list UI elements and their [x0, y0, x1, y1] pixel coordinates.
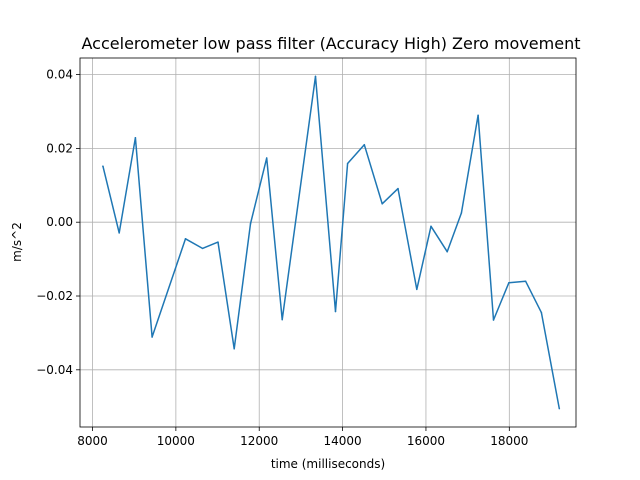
- data-point: [558, 407, 561, 410]
- y-tick-label: 0.00: [46, 215, 73, 229]
- plot-frame: [79, 57, 577, 428]
- data-point: [184, 238, 187, 240]
- y-tick-label: 0.04: [46, 68, 73, 82]
- x-tick-label: 10000: [157, 434, 195, 448]
- series-layer: [102, 75, 561, 410]
- x-tick-label: 14000: [323, 434, 361, 448]
- data-point: [265, 157, 268, 159]
- y-tick-label: 0.02: [46, 141, 73, 155]
- data-point: [102, 165, 104, 167]
- y-axis-label: m/s^2: [10, 222, 24, 262]
- series-line: [102, 75, 561, 409]
- data-point: [281, 318, 283, 321]
- axis-ticks: 8000 10000 12000 14000 16000 18000 −0.04 −0.02 0…: [36, 68, 528, 448]
- y-tick-label: −0.02: [36, 289, 73, 303]
- data-point: [201, 247, 204, 250]
- data-point: [314, 75, 317, 78]
- x-tick-label: 18000: [490, 434, 528, 448]
- data-point: [508, 281, 510, 284]
- data-point: [492, 319, 495, 321]
- data-point: [151, 336, 153, 338]
- chart-title: Accelerometer low pass filter (Accuracy …: [82, 34, 581, 53]
- data-point: [381, 203, 383, 205]
- data-point: [217, 241, 219, 243]
- data-point: [540, 311, 543, 314]
- data-point: [430, 225, 432, 228]
- data-point: [134, 136, 137, 139]
- x-tick-label: 12000: [240, 434, 278, 448]
- data-point: [524, 280, 527, 282]
- data-point: [446, 250, 448, 253]
- data-point: [118, 232, 120, 234]
- grid: [80, 58, 576, 427]
- data-point: [477, 114, 479, 116]
- data-point: [346, 162, 349, 165]
- x-tick-label: 16000: [407, 434, 445, 448]
- data-point: [233, 348, 235, 350]
- x-tick-label: 8000: [77, 434, 108, 448]
- data-point: [249, 222, 252, 225]
- data-point: [460, 212, 463, 214]
- data-point: [416, 288, 418, 291]
- data-point: [363, 143, 366, 146]
- x-axis-label: time (milliseconds): [271, 457, 385, 471]
- y-tick-label: −0.04: [36, 363, 73, 377]
- data-point: [397, 187, 399, 190]
- data-point: [334, 310, 337, 313]
